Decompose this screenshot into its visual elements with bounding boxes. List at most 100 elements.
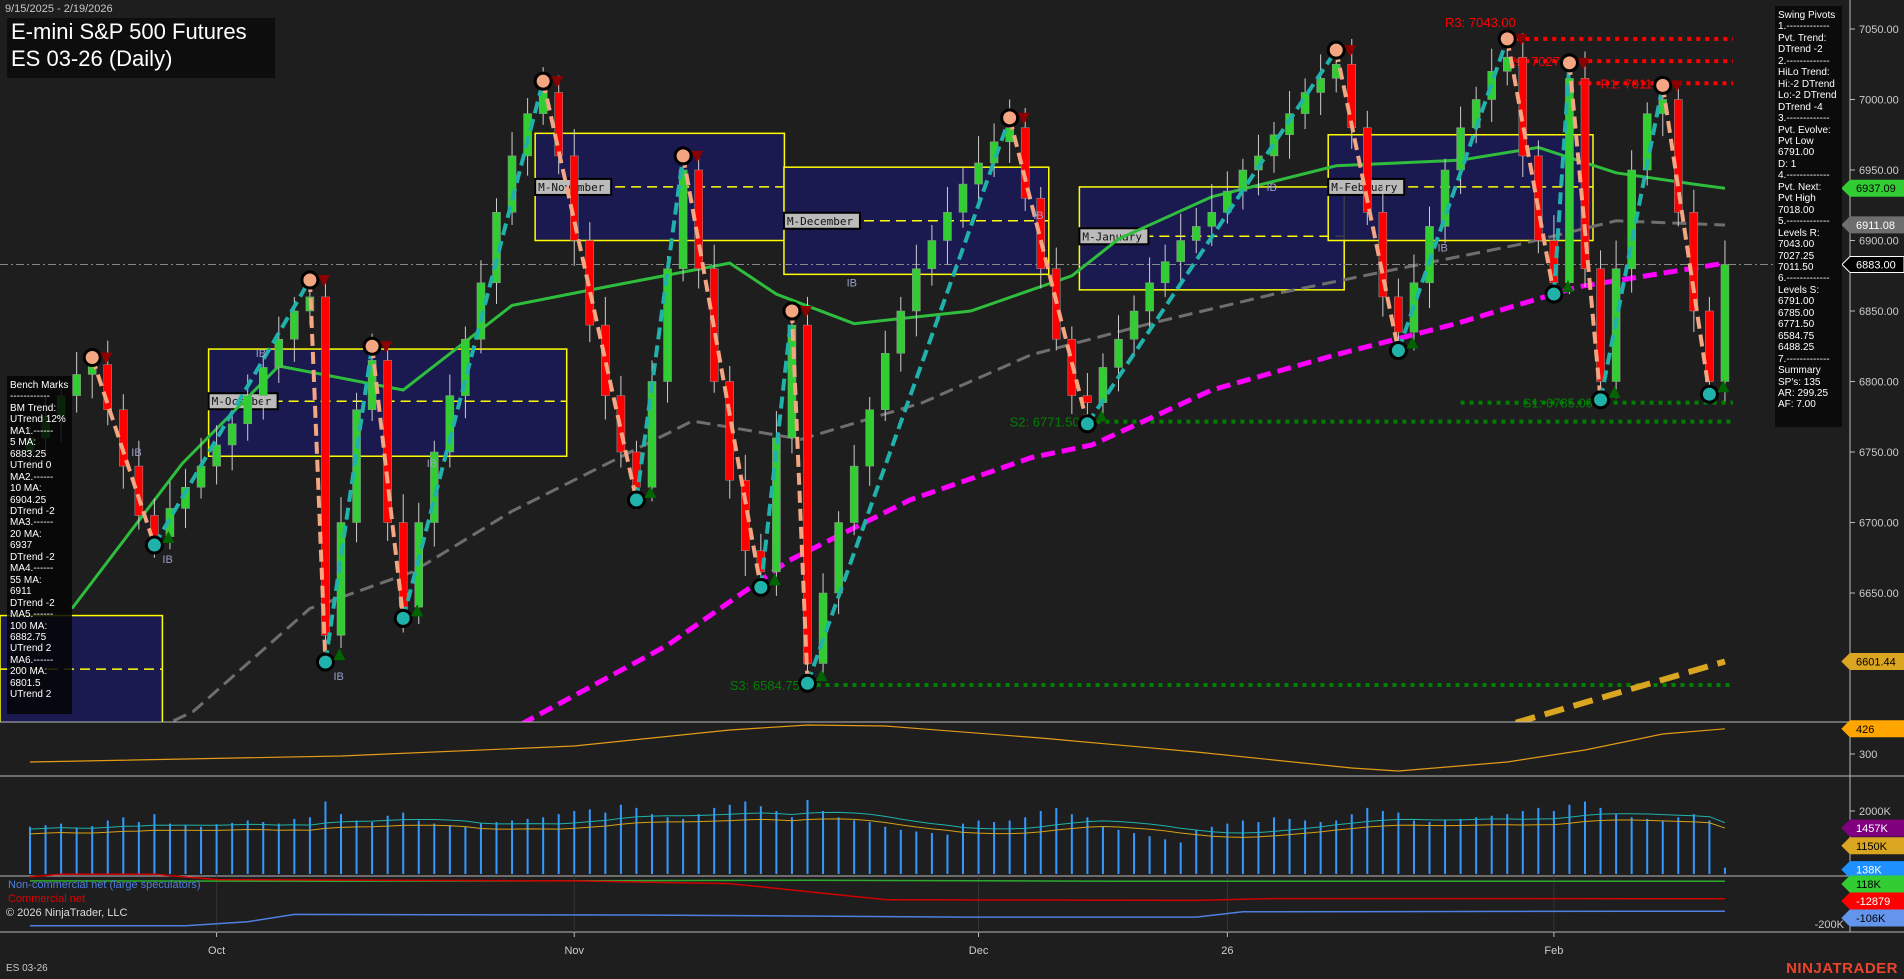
swing-pivot-high-marker xyxy=(82,348,102,368)
bench-panel-line: BM Trend: xyxy=(10,402,57,414)
candle-down xyxy=(803,324,812,664)
instrument-title: E-mini S&P 500 Futures xyxy=(11,19,247,44)
candle-down xyxy=(1596,268,1605,382)
candle-up xyxy=(1160,261,1170,284)
swing-pivot-low-marker xyxy=(1591,390,1611,410)
ib-label: IB xyxy=(333,671,343,683)
candle-down xyxy=(398,522,408,608)
up-triangle-icon xyxy=(1095,409,1108,422)
swing-pivot-high-marker xyxy=(1497,29,1517,49)
candle-up xyxy=(1145,282,1154,312)
x-tick-label: Oct xyxy=(208,945,225,957)
candle-up xyxy=(912,268,921,312)
price-marker: 6601.44 xyxy=(1856,656,1896,668)
candle-up xyxy=(943,212,952,241)
volume-marker: 1457K xyxy=(1856,823,1888,835)
volume-average-line xyxy=(29,818,1726,838)
cot-marker-bg xyxy=(1841,875,1904,893)
candle-down xyxy=(1394,296,1403,333)
symbol-footer: ES 03-26 xyxy=(6,963,48,974)
swing-panel-line: 5.------------- xyxy=(1778,216,1830,228)
y-tick-label: 6800.00 xyxy=(1859,377,1899,389)
x-tick-label: Nov xyxy=(564,945,584,957)
swing-panel-line: 6488.25 xyxy=(1778,342,1815,354)
cot-series-line xyxy=(30,910,1725,927)
swing-panel-line: 6791.00 xyxy=(1778,296,1815,308)
bench-panel-line: UTrend 12% xyxy=(10,414,66,426)
candle-up xyxy=(507,155,517,213)
y-tick-label: -200K xyxy=(1815,919,1845,931)
swing-panel-line: 7011.50 xyxy=(1778,261,1814,273)
bench-panel-line: 6904.25 xyxy=(10,494,47,506)
bench-panel-line: Bench Marks xyxy=(10,380,69,391)
swing-zigzag-segment xyxy=(1551,62,1572,295)
candle-up xyxy=(1114,338,1123,368)
moving-average-line xyxy=(520,260,1726,722)
swing-pivot-low-marker xyxy=(1388,340,1408,360)
candle-up xyxy=(476,282,486,340)
bench-panel-line: 100 MA: xyxy=(10,620,48,632)
ib-label: IB xyxy=(131,447,141,459)
cot-legend-commercial: Commercial net xyxy=(8,893,86,905)
ib-label: IB xyxy=(847,278,857,290)
candle-down xyxy=(1363,127,1372,213)
bench-panel-line: UTrend 0 xyxy=(10,460,52,472)
date-range: 9/15/2025 - 2/19/2026 xyxy=(5,3,113,15)
month-label: M-December xyxy=(787,215,854,228)
level-label: R3: 7043.00 xyxy=(1445,15,1516,30)
level-label: S3: 6584.75 xyxy=(730,678,800,693)
bench-panel-line: DTrend -2 xyxy=(10,551,55,563)
candle-up xyxy=(259,367,268,396)
candle-up xyxy=(290,310,299,340)
cot-marker-bg xyxy=(1841,909,1904,927)
swing-zigzag-segment xyxy=(634,155,686,501)
swing-panel-line: 3.------------- xyxy=(1778,113,1830,125)
swing-zigzag-segment xyxy=(805,117,1012,684)
swing-zigzag-segment xyxy=(307,279,328,663)
bench-marks-panel: Bench Marks ------------ BM Trend: UTrend 1… xyxy=(7,376,72,714)
up-triangle-icon xyxy=(411,604,424,617)
volatility-marker: 426 xyxy=(1856,724,1874,736)
swing-pivot-high-marker xyxy=(673,146,693,166)
price-marker-bg xyxy=(1841,216,1904,234)
bench-panel-line: 200 MA: xyxy=(10,666,48,678)
swing-pivot-high-marker xyxy=(1653,75,1673,95)
swing-panel-line: DTrend -4 xyxy=(1778,101,1823,113)
price-panel: M-OctoberM-NovemberM-DecemberM-JanuaryM-… xyxy=(0,15,1850,722)
volume-marker: 1150K xyxy=(1856,841,1888,853)
candle-up xyxy=(1440,169,1450,227)
bench-panel-line: ------------ xyxy=(10,391,50,403)
candle-down xyxy=(1518,56,1528,157)
month-label-box xyxy=(782,211,861,230)
swing-zigzag-segment xyxy=(1334,49,1401,351)
candle-down xyxy=(1674,99,1683,213)
swing-panel-line: 6785.00 xyxy=(1778,307,1815,319)
bench-panel-line: UTrend 2 xyxy=(10,643,52,655)
price-marker: 6937.09 xyxy=(1856,183,1896,195)
price-marker-bg xyxy=(1841,652,1904,670)
swing-panel-line: Levels S: xyxy=(1778,284,1820,296)
swing-pivots-panel: Swing Pivots 1.------------- Pvt. Trend: DT… xyxy=(1775,6,1842,427)
swing-panel-line: 7027.25 xyxy=(1778,250,1815,262)
candle-up xyxy=(663,268,672,382)
bench-panel-line: MA3.------ xyxy=(10,517,54,529)
down-triangle-icon xyxy=(317,274,330,287)
swing-zigzag-segment xyxy=(90,356,157,546)
bench-panel-line: 6882.75 xyxy=(10,631,47,643)
cot-marker-bg xyxy=(1841,892,1904,910)
bench-panel-line: DTrend -2 xyxy=(10,505,55,517)
down-triangle-icon xyxy=(691,150,704,163)
swing-panel-line: Hi:-2 DTrend xyxy=(1778,78,1835,90)
up-triangle-icon xyxy=(1717,380,1730,393)
candle-down xyxy=(554,92,563,157)
swing-panel-line: Swing Pivots xyxy=(1778,10,1836,21)
swing-zigzag-segment xyxy=(1660,85,1712,395)
candle-up xyxy=(1207,212,1217,227)
y-tick-label: 6900.00 xyxy=(1859,236,1899,248)
down-triangle-icon xyxy=(1670,80,1683,93)
ib-label: IB xyxy=(162,554,172,566)
candle-up xyxy=(834,522,843,594)
candle-up xyxy=(958,183,968,213)
swing-panel-line: 7043.00 xyxy=(1778,239,1815,251)
